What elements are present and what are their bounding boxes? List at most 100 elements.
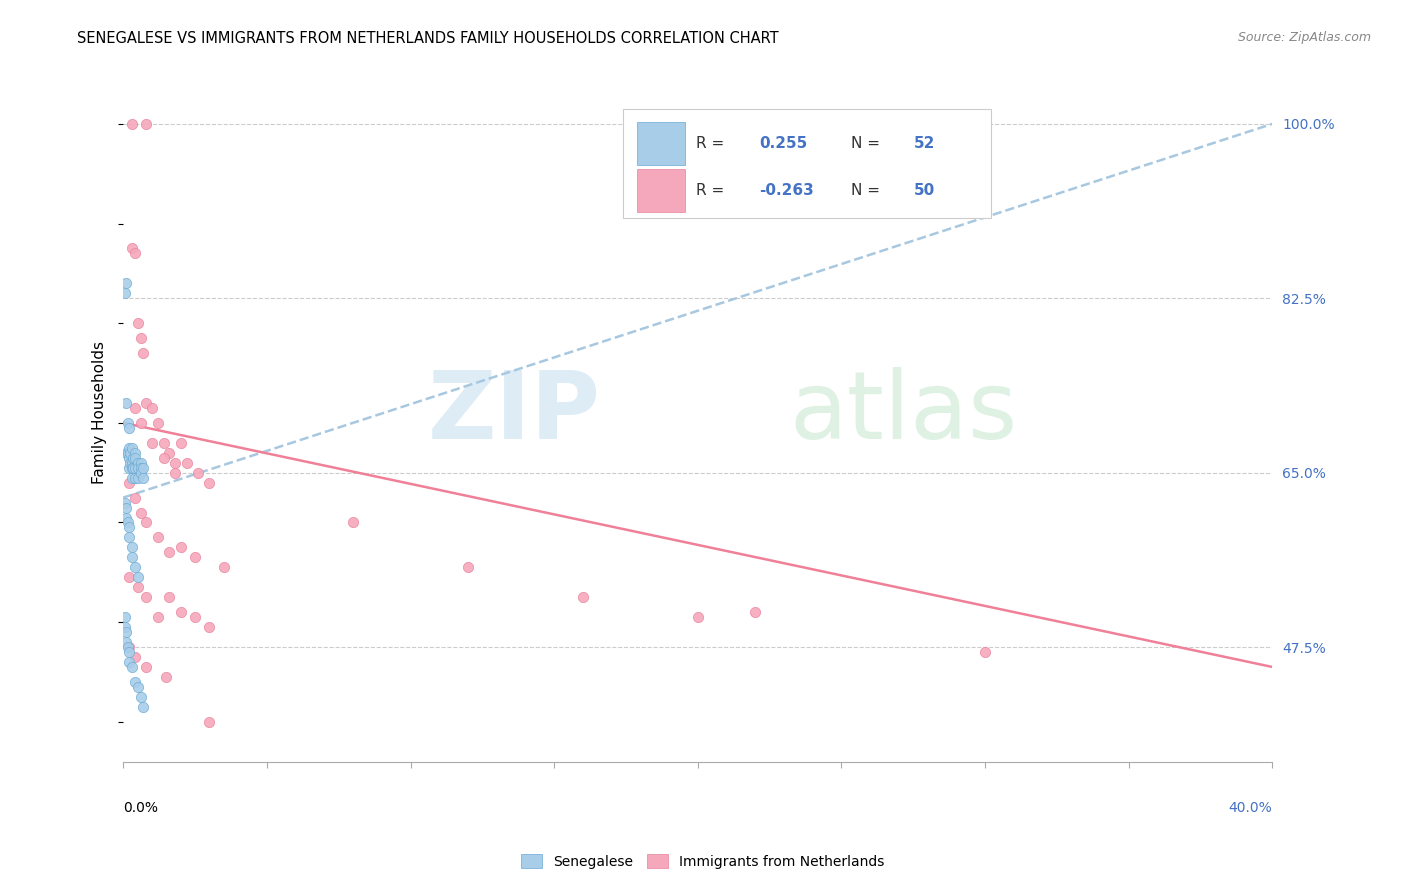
Point xyxy=(121,242,143,256)
Y-axis label: Family Households: Family Households xyxy=(93,342,107,484)
Point xyxy=(118,460,141,475)
Point xyxy=(118,441,141,455)
Point xyxy=(124,675,146,690)
FancyBboxPatch shape xyxy=(637,169,685,212)
Point xyxy=(115,510,138,524)
Point xyxy=(146,610,169,624)
Point xyxy=(170,435,193,450)
Point xyxy=(686,610,709,624)
Point xyxy=(342,516,364,530)
Point xyxy=(118,640,141,654)
Point xyxy=(127,460,149,475)
Point xyxy=(124,560,146,574)
Text: R =: R = xyxy=(696,183,728,198)
Point xyxy=(124,650,146,665)
Point xyxy=(121,470,143,484)
Point xyxy=(115,500,138,515)
Point xyxy=(114,495,136,509)
Point xyxy=(141,401,163,415)
Point xyxy=(135,396,157,410)
Point xyxy=(184,550,207,565)
FancyBboxPatch shape xyxy=(623,110,991,218)
Point xyxy=(121,541,143,555)
Point xyxy=(121,460,143,475)
Point xyxy=(198,714,221,729)
Point xyxy=(121,660,143,674)
Point xyxy=(127,580,149,594)
Text: 50: 50 xyxy=(914,183,935,198)
Point xyxy=(135,516,157,530)
Point xyxy=(118,450,141,465)
Point xyxy=(127,456,149,470)
Point xyxy=(124,470,146,484)
Point xyxy=(121,550,143,565)
Text: Source: ZipAtlas.com: Source: ZipAtlas.com xyxy=(1237,31,1371,45)
Point xyxy=(198,620,221,634)
Point xyxy=(572,591,595,605)
Point xyxy=(155,670,177,684)
Point xyxy=(124,460,146,475)
Point xyxy=(121,456,143,470)
Point xyxy=(170,541,193,555)
Point xyxy=(129,416,152,430)
Point xyxy=(118,421,141,435)
Point xyxy=(118,645,141,659)
Point xyxy=(146,416,169,430)
Point xyxy=(146,531,169,545)
Point xyxy=(132,460,155,475)
Point xyxy=(744,605,766,619)
Text: R =: R = xyxy=(696,136,728,151)
Point xyxy=(120,456,142,470)
Point xyxy=(115,625,138,640)
Legend: Senegalese, Immigrants from Netherlands: Senegalese, Immigrants from Netherlands xyxy=(516,849,890,874)
Point xyxy=(132,699,155,714)
Point xyxy=(124,446,146,460)
Point xyxy=(129,460,152,475)
Text: ZIP: ZIP xyxy=(427,367,600,458)
Point xyxy=(170,605,193,619)
Point xyxy=(118,475,141,490)
Point xyxy=(157,545,180,559)
Point xyxy=(121,117,143,131)
Point xyxy=(132,346,155,360)
Point xyxy=(198,475,221,490)
Point xyxy=(124,491,146,505)
Point xyxy=(118,520,141,534)
Point xyxy=(974,645,997,659)
Point xyxy=(120,446,142,460)
Point xyxy=(129,456,152,470)
Point xyxy=(118,655,141,669)
Text: N =: N = xyxy=(851,136,884,151)
Point xyxy=(124,450,146,465)
Point xyxy=(152,450,174,465)
Point xyxy=(135,591,157,605)
Point xyxy=(115,635,138,649)
Point xyxy=(176,456,198,470)
Point xyxy=(163,466,186,480)
Point xyxy=(127,470,149,484)
Point xyxy=(118,531,141,545)
Point xyxy=(127,316,149,330)
Point xyxy=(457,560,479,574)
Point xyxy=(187,466,209,480)
Point xyxy=(157,591,180,605)
Point xyxy=(124,246,146,260)
Point xyxy=(122,460,145,475)
Text: 0.255: 0.255 xyxy=(759,136,807,151)
Text: 40.0%: 40.0% xyxy=(1229,800,1272,814)
Point xyxy=(129,690,152,704)
Point xyxy=(117,640,139,654)
Point xyxy=(122,450,145,465)
Point xyxy=(157,446,180,460)
Point xyxy=(121,441,143,455)
Text: 52: 52 xyxy=(914,136,935,151)
Point xyxy=(115,396,138,410)
Text: atlas: atlas xyxy=(790,367,1018,458)
Point xyxy=(152,435,174,450)
Point xyxy=(135,660,157,674)
Point xyxy=(115,446,138,460)
Point xyxy=(129,466,152,480)
Point xyxy=(127,680,149,694)
Point xyxy=(127,570,149,584)
Point xyxy=(114,620,136,634)
